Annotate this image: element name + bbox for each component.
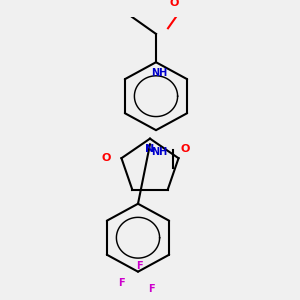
Text: O: O	[180, 144, 190, 154]
Text: F: F	[118, 278, 124, 288]
Text: NH: NH	[151, 68, 167, 78]
Text: F: F	[148, 284, 154, 293]
Text: F: F	[136, 261, 142, 271]
Text: O: O	[169, 0, 179, 8]
Text: N: N	[146, 144, 154, 154]
Text: O: O	[102, 153, 111, 163]
Text: NH: NH	[151, 147, 167, 157]
